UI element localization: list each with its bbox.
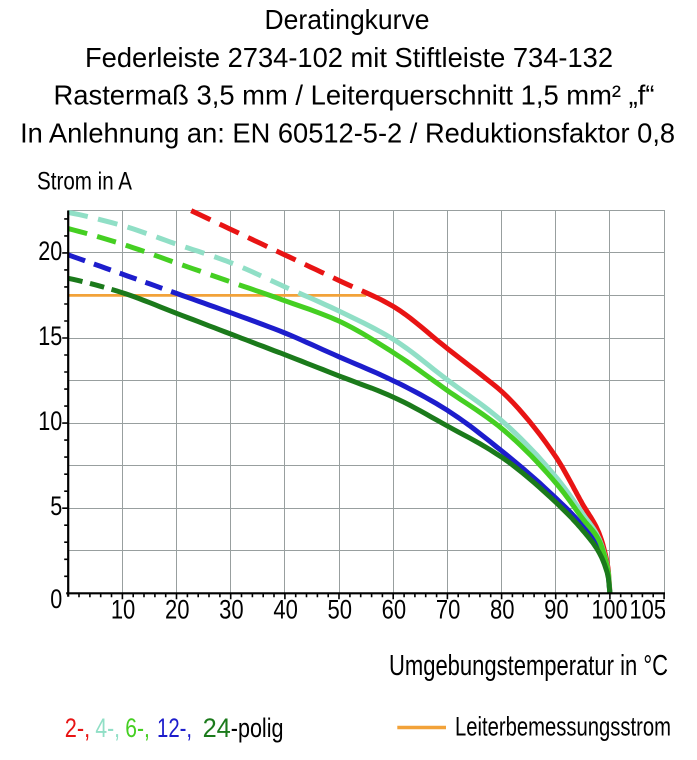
svg-text:Federleiste 2734-102 mit Stift: Federleiste 2734-102 mit Stiftleiste 734… — [85, 42, 613, 73]
svg-text:6-,: 6-, — [125, 713, 150, 743]
svg-text:0: 0 — [50, 584, 62, 614]
svg-text:40: 40 — [273, 595, 298, 625]
svg-text:15: 15 — [38, 321, 62, 351]
svg-text:20: 20 — [38, 236, 62, 266]
svg-text:-polig: -polig — [231, 713, 284, 743]
svg-text:10: 10 — [111, 595, 136, 625]
svg-text:60: 60 — [382, 595, 407, 625]
svg-text:4-,: 4-, — [95, 713, 120, 743]
svg-text:Rastermaß 3,5 mm / Leiterquers: Rastermaß 3,5 mm / Leiterquerschnitt 1,5… — [54, 79, 655, 110]
svg-text:10: 10 — [38, 406, 62, 436]
svg-text:24: 24 — [203, 713, 231, 743]
svg-text:80: 80 — [490, 595, 515, 625]
svg-text:12-,: 12-, — [157, 713, 192, 743]
svg-text:105: 105 — [630, 595, 667, 625]
svg-text:20: 20 — [165, 595, 190, 625]
svg-text:Deratingkurve: Deratingkurve — [265, 4, 430, 35]
svg-text:90: 90 — [544, 595, 569, 625]
svg-text:Leiterbemessungsstrom: Leiterbemessungsstrom — [455, 712, 671, 742]
svg-text:70: 70 — [436, 595, 461, 625]
svg-text:2-,: 2-, — [65, 713, 90, 743]
svg-text:Umgebungstemperatur in °C: Umgebungstemperatur in °C — [389, 650, 668, 682]
svg-text:In Anlehnung an: EN 60512-5-2: In Anlehnung an: EN 60512-5-2 / Reduktio… — [20, 118, 675, 149]
svg-text:Strom in A: Strom in A — [37, 168, 132, 196]
svg-text:30: 30 — [219, 595, 244, 625]
svg-text:5: 5 — [50, 491, 62, 521]
svg-text:50: 50 — [328, 595, 353, 625]
svg-text:100: 100 — [592, 595, 628, 625]
